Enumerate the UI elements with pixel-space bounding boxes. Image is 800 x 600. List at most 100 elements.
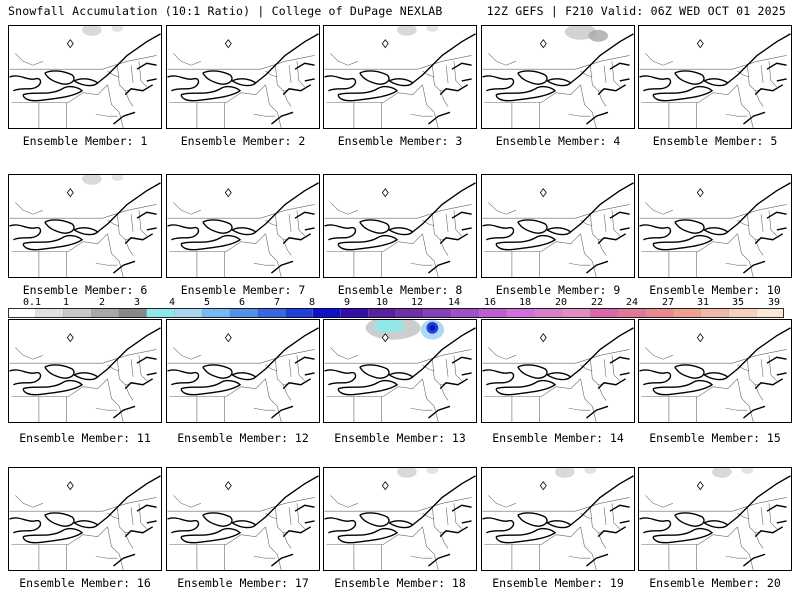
colorbar-swatch bbox=[728, 308, 757, 318]
coastline bbox=[304, 372, 315, 376]
colorbar-tick-label: 6 bbox=[238, 297, 246, 308]
northeast-us-map bbox=[324, 26, 476, 128]
coastline bbox=[324, 369, 357, 386]
state-border bbox=[749, 406, 754, 422]
state-border bbox=[603, 65, 607, 83]
colorbar-tick-label: 20 bbox=[554, 297, 568, 308]
coastline bbox=[703, 78, 729, 87]
state-border bbox=[130, 359, 134, 377]
state-border bbox=[173, 495, 201, 508]
colorbar-swatch bbox=[368, 308, 397, 318]
state-border bbox=[568, 555, 591, 559]
state-border bbox=[130, 507, 134, 525]
coastline bbox=[73, 227, 99, 236]
coastline bbox=[271, 405, 294, 419]
location-marker-icon bbox=[66, 39, 74, 49]
state-border bbox=[737, 233, 750, 262]
northeast-us-map bbox=[324, 468, 476, 570]
coastline bbox=[482, 224, 515, 241]
state-border bbox=[641, 84, 738, 103]
coastline bbox=[146, 372, 157, 376]
location-marker-icon bbox=[539, 333, 547, 343]
state-border bbox=[119, 406, 124, 422]
state-border bbox=[330, 53, 358, 66]
colorbar-outline bbox=[8, 308, 784, 318]
state-border bbox=[639, 55, 787, 70]
coastline bbox=[609, 504, 630, 512]
state-border bbox=[445, 507, 449, 525]
coastline bbox=[282, 526, 312, 538]
state-border bbox=[326, 526, 423, 545]
coastline bbox=[639, 75, 672, 92]
coastline bbox=[9, 517, 42, 534]
state-border bbox=[253, 262, 276, 266]
state-border bbox=[725, 555, 748, 559]
coastline bbox=[570, 475, 634, 526]
colorbar-swatch bbox=[229, 308, 259, 318]
coastline bbox=[337, 527, 399, 544]
coastline bbox=[586, 111, 609, 125]
ensemble-member-label: Ensemble Member: 7 bbox=[180, 283, 306, 297]
coastline bbox=[113, 111, 136, 125]
colorbar-swatch bbox=[534, 308, 563, 318]
state-border bbox=[603, 507, 607, 525]
location-marker-icon bbox=[224, 39, 232, 49]
state-border bbox=[277, 112, 282, 128]
northeast-us-map bbox=[639, 468, 791, 570]
coastline bbox=[546, 78, 572, 87]
colorbar-swatch bbox=[63, 308, 92, 318]
coastline bbox=[546, 227, 572, 236]
ensemble-member-label: Ensemble Member: 10 bbox=[649, 283, 781, 297]
coastline bbox=[202, 512, 233, 527]
coastline bbox=[97, 33, 161, 84]
state-border bbox=[749, 261, 754, 277]
state-border bbox=[488, 202, 516, 215]
state-border bbox=[253, 407, 276, 411]
colorbar-swatch bbox=[118, 308, 148, 318]
coastline bbox=[282, 84, 312, 96]
state-border bbox=[484, 526, 581, 545]
state-border bbox=[9, 55, 157, 70]
coastline bbox=[304, 78, 315, 82]
state-border bbox=[422, 84, 435, 113]
coastline bbox=[255, 475, 319, 526]
state-border bbox=[167, 204, 315, 219]
coastline bbox=[743, 260, 766, 274]
coastline bbox=[451, 356, 472, 364]
ensemble-map-panel bbox=[481, 467, 635, 571]
coastline bbox=[586, 553, 609, 567]
state-border bbox=[288, 214, 292, 232]
state-border bbox=[639, 349, 787, 364]
snow-shading bbox=[588, 29, 609, 42]
coastline bbox=[113, 260, 136, 274]
coastline bbox=[231, 227, 257, 236]
ensemble-map-panel bbox=[638, 25, 792, 129]
ensemble-map-panel bbox=[8, 25, 162, 129]
state-border bbox=[326, 84, 423, 103]
coastline bbox=[570, 327, 634, 378]
coastline bbox=[482, 517, 515, 534]
colorbar-tick-label: 9 bbox=[343, 297, 351, 308]
coastline bbox=[167, 75, 200, 92]
state-border bbox=[277, 554, 282, 570]
coastline bbox=[73, 78, 99, 87]
coastline bbox=[639, 517, 672, 534]
state-border bbox=[95, 113, 118, 117]
state-border bbox=[749, 554, 754, 570]
colorbar-labels: 0.1 1 2 3 4 5 6 7 8 9 10 12 14 16 18 20 22 24 27 31 35 39 bbox=[8, 297, 784, 309]
coastline bbox=[517, 364, 548, 379]
state-border bbox=[445, 214, 449, 232]
state-border bbox=[173, 202, 201, 215]
location-marker-icon bbox=[539, 39, 547, 49]
coastline bbox=[619, 372, 630, 376]
ensemble-member-label: Ensemble Member: 17 bbox=[177, 576, 309, 590]
coastline bbox=[619, 227, 630, 231]
coastline bbox=[570, 182, 634, 233]
coastline bbox=[22, 234, 84, 251]
coastline bbox=[727, 182, 791, 233]
state-border bbox=[173, 347, 201, 360]
coastline bbox=[754, 526, 784, 538]
coastline bbox=[136, 504, 157, 512]
state-border bbox=[169, 84, 266, 103]
ensemble-map-panel bbox=[323, 319, 477, 423]
